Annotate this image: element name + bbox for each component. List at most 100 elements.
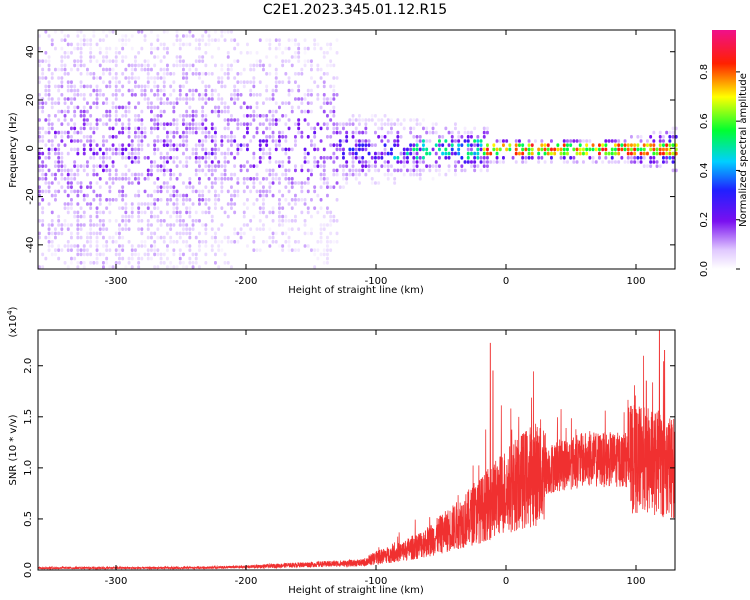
spectrogram-cell [242,223,246,227]
spectrogram-cell [210,181,214,185]
spectrogram-cell [284,147,288,152]
spectrogram-cell [530,151,534,156]
spectrogram-cell [284,177,288,181]
spectrogram-cell [284,151,288,156]
spectrogram-cell [572,160,576,164]
spectrogram-cell [47,151,51,156]
spectrogram-cell [108,135,112,139]
spectrogram-cell [226,202,230,206]
spectrogram-cell [214,231,217,236]
spectrogram-cell [162,122,166,126]
spectrogram-cell [242,122,246,126]
spectrogram-cell [182,135,185,139]
spectrogram-cell [44,118,48,122]
spectrogram-cell [326,51,329,55]
spectrogram-cell [50,219,54,223]
spectrogram-cell [303,202,307,206]
spectrogram-cell [89,223,93,227]
spectrogram-cell [73,59,77,63]
spectrogram-cell [143,202,147,206]
spectrogram-cell [486,156,489,160]
spectrogram-cell [588,156,592,160]
spectrogram-cell [201,126,205,131]
spectrogram-cell [310,109,313,114]
spectrogram-cell [418,160,422,164]
spectrogram-cell [422,168,425,173]
spectrogram-cell [175,265,179,269]
spectrogram-cell [287,219,291,223]
spectrogram-cell [70,202,73,206]
spectrogram-cell [332,219,336,223]
spectrogram-cell [92,156,96,160]
spectrogram-cell [137,147,141,152]
spectrogram-cell [319,177,323,181]
spectrogram-cell [89,252,93,257]
spectrogram-cell [44,235,48,240]
spectrogram-cell [319,227,323,231]
spectrogram-cell [207,42,211,47]
spectrogram-cell [294,80,297,84]
spectrogram-cell [214,198,217,202]
spectrogram-cell [316,63,320,68]
spectrogram-cell [662,143,665,147]
spectrogram-cell [342,172,345,177]
spectrogram-cell [121,198,125,202]
spectrogram-cell [258,59,262,63]
spectrogram-cell [146,76,150,80]
spectrogram-cell [294,193,297,198]
spectrogram-cell [70,172,73,177]
spectrogram-cell [182,72,185,76]
spectrogram-cell [662,135,665,139]
spectrogram-cell [454,168,457,173]
spectrogram-cell [124,55,128,59]
spectrogram-cell [367,139,371,143]
spectrogram-cell [463,139,467,143]
spectrogram-cell [79,248,83,252]
spectrogram-cell [294,38,297,42]
spectrogram-cell [258,63,262,68]
spectrogram-cell [268,42,272,47]
spectrogram-cell [505,139,509,143]
spectrogram-cell [374,143,377,147]
spectrogram-cell [329,118,333,122]
spectrogram-cell [326,114,329,118]
spectrogram-cell [175,206,179,210]
spectrogram-cell [118,252,121,257]
spectrogram-cell [162,93,166,97]
spectrogram-cell [438,147,441,152]
spectrogram-cell [662,160,665,164]
spectrogram-cell [546,143,550,147]
spectrogram-cell [89,240,93,244]
spectrogram-cell [82,34,86,38]
spectrogram-cell [150,172,153,177]
spectrogram-cell [543,147,547,152]
spectrogram-cell [63,202,67,206]
spectrogram-cell [406,168,409,173]
spectrogram-cell [89,126,93,131]
spectrogram-cell [466,139,470,143]
spectrogram-cell [102,30,105,34]
spectrogram-cell [166,189,169,194]
spectrogram-cell [108,202,112,206]
spectrogram-cell [569,143,573,147]
spectrogram-cell [322,122,326,126]
spectrogram-cell [262,63,265,68]
spectrogram-cell [521,156,525,160]
spectrogram-cell [44,156,48,160]
spectrogram-cell [633,160,637,164]
spectrogram-cell [658,151,662,156]
spectrogram-cell [201,105,205,110]
spectrogram-cell [550,160,553,164]
spectrogram-cell [313,46,317,51]
spectrogram-cell [345,172,349,177]
spectrogram-cell [242,231,246,236]
spectrogram-cell [438,143,441,147]
spectrogram-cell [271,235,275,240]
spectrogram-cell [124,172,128,177]
spectrogram-cell [290,38,294,42]
spectrogram-cell [297,42,301,47]
spectrogram-cell [130,147,134,152]
spectrogram-cell [146,248,150,252]
spectrogram-cell [185,147,189,152]
spectrogram-cell [409,172,413,177]
